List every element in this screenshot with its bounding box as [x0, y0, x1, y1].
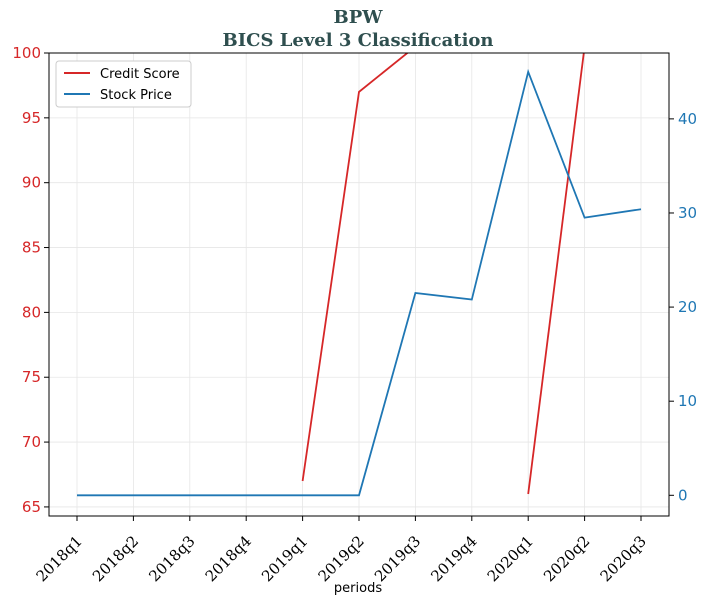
chart-subtitle: BICS Level 3 Classification [222, 30, 493, 51]
left-tick-label: 65 [22, 498, 41, 516]
x-tick-label: 2019q1 [258, 532, 311, 585]
left-tick-label: 75 [22, 368, 41, 386]
legend-credit-score-label: Credit Score [100, 67, 180, 82]
right-axis: 0 10 20 30 40 [669, 110, 697, 504]
stock-price-line [77, 68, 642, 497]
right-tick-label: 40 [678, 110, 697, 128]
x-tick-label: 2020q1 [484, 532, 537, 585]
x-tick-label: 2019q2 [315, 532, 368, 585]
right-tick-label: 0 [678, 486, 688, 504]
x-axis-label: periods [334, 581, 382, 596]
x-tick-label: 2018q4 [202, 532, 255, 585]
credit-score-line [527, 53, 585, 495]
right-tick-label: 30 [678, 204, 697, 222]
grid [49, 52, 669, 516]
x-tick-label: 2020q3 [597, 532, 650, 585]
x-tick-label: 2020q2 [540, 532, 593, 585]
credit-score-line [301, 53, 409, 482]
x-tick-label: 2018q3 [145, 532, 198, 585]
left-tick-label: 90 [22, 174, 41, 192]
chart-title: BPW [334, 7, 384, 28]
left-tick-label: 100 [12, 44, 41, 62]
left-tick-label: 95 [22, 109, 41, 127]
series-lines [77, 53, 642, 497]
x-axis: 2018q1 2018q2 2018q3 2018q4 2019q1 2019q2 2019… [33, 516, 650, 585]
x-tick-label: 2018q1 [33, 532, 86, 585]
left-tick-label: 70 [22, 433, 41, 451]
right-tick-label: 10 [678, 392, 697, 410]
legend-stock-price-label: Stock Price [100, 88, 172, 103]
left-axis: 65 70 75 80 85 90 95 100 [12, 44, 49, 516]
x-tick-label: 2019q3 [371, 532, 424, 585]
legend: Credit Score Stock Price [55, 60, 192, 108]
x-tick-label: 2019q4 [427, 532, 480, 585]
left-tick-label: 80 [22, 303, 41, 321]
left-tick-label: 85 [22, 239, 41, 257]
x-tick-label: 2018q2 [89, 532, 142, 585]
right-tick-label: 20 [678, 298, 697, 316]
